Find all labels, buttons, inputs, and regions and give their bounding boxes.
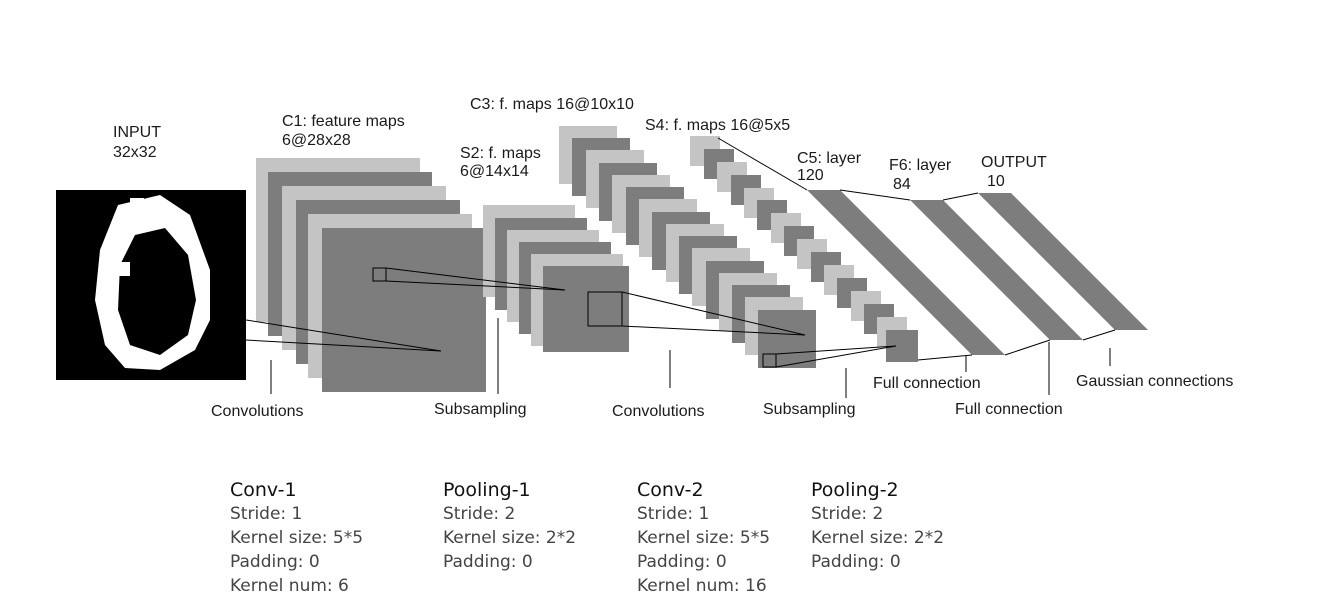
output-size: 10 — [987, 173, 1005, 190]
s4-feature-maps — [690, 136, 918, 362]
f6-title: F6: layer — [889, 157, 952, 174]
conv2-title: Conv-2 — [637, 479, 704, 501]
c1-feature-maps — [256, 158, 486, 392]
connection-lines — [245, 137, 1116, 368]
input-size: 32x32 — [113, 144, 157, 161]
pooling2-padding: Padding: 0 — [811, 552, 901, 572]
s2-size: 6@14x14 — [460, 163, 529, 180]
op-label-full-connection-1: Full connection — [873, 375, 981, 392]
conv2-padding: Padding: 0 — [637, 552, 727, 572]
op-label-gaussian-connections: Gaussian connections — [1076, 373, 1233, 390]
op-label-subsampling-2: Subsampling — [763, 401, 856, 418]
conv1-kernel-size: Kernel size: 5*5 — [230, 528, 364, 548]
pooling1-kernel-size: Kernel size: 2*2 — [443, 528, 577, 548]
c5-size: 120 — [797, 167, 824, 184]
f6-layer — [910, 200, 1083, 340]
pooling2-kernel-size: Kernel size: 2*2 — [811, 528, 945, 548]
conv2-kernel-num: Kernel num: 16 — [637, 576, 767, 596]
op-label-convolutions-1: Convolutions — [211, 403, 304, 420]
input-image — [56, 190, 246, 380]
s2-feature-maps — [483, 205, 629, 352]
output-title: OUTPUT — [981, 154, 1047, 171]
op-label-convolutions-2: Convolutions — [612, 403, 705, 420]
conv1-padding: Padding: 0 — [230, 552, 320, 572]
pooling2-params: Pooling-2 Stride: 2 Kernel size: 2*2 Pad… — [811, 478, 944, 574]
s4-title: S4: f. maps 16@5x5 — [645, 117, 790, 134]
op-label-full-connection-2: Full connection — [955, 401, 1063, 418]
operation-ticks — [270, 318, 1111, 398]
c1-title: C1: feature maps — [282, 113, 405, 130]
pooling1-title: Pooling-1 — [443, 479, 531, 501]
s2-title: S2: f. maps — [460, 145, 541, 162]
conv1-params: Conv-1 Stride: 1 Kernel size: 5*5 Paddin… — [230, 478, 363, 598]
conv2-stride: Stride: 1 — [637, 504, 710, 524]
conv1-stride: Stride: 1 — [230, 504, 303, 524]
digit-zero-glyph — [95, 195, 210, 370]
c5-layer — [807, 190, 1005, 355]
c3-feature-maps — [559, 126, 816, 368]
pooling1-padding: Padding: 0 — [443, 552, 533, 572]
c5-title: C5: layer — [797, 150, 862, 167]
conv1-title: Conv-1 — [230, 479, 297, 501]
c3-title: C3: f. maps 16@10x10 — [470, 96, 634, 113]
conv2-kernel-size: Kernel size: 5*5 — [637, 528, 771, 548]
conv1-kernel-num: Kernel num: 6 — [230, 576, 349, 596]
pooling2-stride: Stride: 2 — [811, 504, 884, 524]
op-label-subsampling-1: Subsampling — [434, 401, 527, 418]
input-title: INPUT — [113, 124, 161, 141]
c1-size: 6@28x28 — [282, 132, 351, 149]
f6-size: 84 — [893, 176, 911, 193]
pooling1-stride: Stride: 2 — [443, 504, 516, 524]
pooling1-params: Pooling-1 Stride: 2 Kernel size: 2*2 Pad… — [443, 478, 576, 574]
conv2-params: Conv-2 Stride: 1 Kernel size: 5*5 Paddin… — [637, 478, 770, 598]
output-layer — [978, 193, 1148, 330]
pooling2-title: Pooling-2 — [811, 479, 899, 501]
